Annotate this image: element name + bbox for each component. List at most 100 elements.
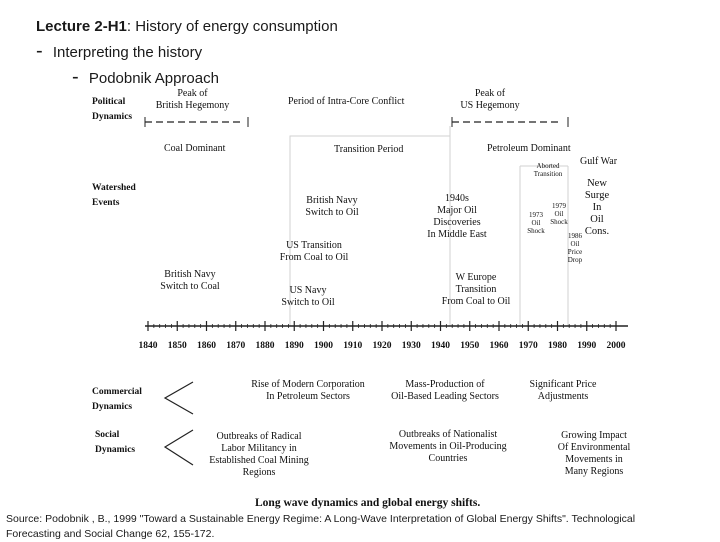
commercial-modern-corporation: Rise of Modern Corporation In Petroleum … — [240, 379, 376, 403]
bullet-dash: - — [72, 66, 79, 88]
event-line: US Transition — [286, 240, 342, 251]
social-line: Regions — [242, 467, 276, 478]
event-line: Switch to Oil — [281, 297, 335, 308]
event-line: Oil — [590, 214, 604, 225]
slide-title: Lecture 2-H1: History of energy consumpt… — [36, 18, 338, 35]
event-uk-navy-oil: British Navy Switch to Oil — [292, 195, 372, 219]
tick-label: 1960 — [489, 341, 509, 351]
peak-us-line1: Peak of — [474, 88, 506, 99]
petroleum-dominant: Petroleum Dominant — [487, 143, 571, 154]
category-political-line2: Dynamics — [92, 112, 133, 122]
commercial-price-adjustments: Significant Price Adjustments — [518, 379, 608, 403]
tick-label: 1900 — [314, 341, 333, 351]
tick-label: 1890 — [284, 341, 304, 351]
tick-label: 1940 — [431, 341, 450, 351]
timeline-ticks — [147, 321, 617, 331]
event-line: In — [592, 202, 602, 213]
commercial-line: Significant Price — [529, 379, 597, 390]
category-commercial-line1: Commercial — [92, 387, 142, 397]
peak-british-line1: Peak of — [177, 88, 208, 99]
tick-label: 1970 — [518, 341, 538, 351]
peak-us-line2: US Hegemony — [460, 100, 520, 111]
social-environmental-movements: Growing Impact Of Environmental Movement… — [546, 430, 642, 478]
peak-us-hegemony: Peak of US Hegemony — [445, 88, 535, 112]
bullet-interpreting-text: Interpreting the history — [52, 44, 203, 61]
social-line: Outbreaks of Nationalist — [398, 429, 498, 440]
event-us-navy: US Navy Switch to Oil — [268, 285, 348, 309]
category-social: Social Dynamics — [95, 428, 135, 458]
category-social-line1: Social — [95, 430, 120, 440]
category-watershed-line1: Watershed — [92, 183, 136, 193]
social-line: Many Regions — [564, 466, 624, 477]
tick-label: 1870 — [226, 341, 246, 351]
tick-label: 1950 — [460, 341, 480, 351]
social-line: Established Coal Mining — [209, 455, 309, 466]
event-line: Shock — [550, 218, 568, 226]
slide-title-lecture: Lecture 2-H1 — [36, 18, 127, 35]
gulf-war: Gulf War — [580, 156, 618, 167]
intra-core-conflict: Period of Intra-Core Conflict — [288, 96, 405, 107]
category-political-line1: Political — [92, 97, 126, 107]
commercial-line: Mass-Production of — [405, 379, 485, 390]
event-line: British Navy — [164, 269, 216, 280]
tick-label: 1880 — [255, 341, 275, 351]
event-line: Oil — [554, 210, 564, 218]
figure-caption: Long wave dynamics and global energy shi… — [255, 497, 481, 509]
event-line: Transition — [455, 284, 497, 295]
commercial-line: In Petroleum Sectors — [266, 391, 350, 402]
event-middle-east-discoveries: 1940s Major Oil Discoveries In Middle Ea… — [412, 193, 502, 241]
category-watershed: Watershed Events — [92, 181, 136, 211]
commercial-line: Rise of Modern Corporation — [251, 379, 365, 390]
social-line: Of Environmental — [557, 442, 631, 453]
tick-label: 1850 — [167, 341, 187, 351]
aborted-line1: Aborted — [536, 162, 560, 170]
tick-label: 1860 — [197, 341, 216, 351]
event-line: Price — [567, 248, 583, 256]
tick-label: 1930 — [401, 341, 421, 351]
event-line: Major Oil — [437, 205, 477, 216]
event-line: 1940s — [445, 193, 469, 204]
source-line1: Source: Podobnik , B., 1999 "Toward a Su… — [6, 513, 636, 525]
event-line: Switch to Oil — [305, 207, 359, 218]
event-us-transition: US Transition From Coal to Oil — [270, 240, 358, 264]
social-chevron — [163, 429, 194, 466]
bullet-podobnik-text: Podobnik Approach — [88, 70, 219, 87]
tick-label: 1990 — [577, 341, 597, 351]
bullet-podobnik: - Podobnik Approach — [72, 67, 219, 87]
tick-label: 1910 — [343, 341, 363, 351]
event-w-europe: W Europe Transition From Coal to Oil — [428, 272, 524, 308]
category-social-line2: Dynamics — [95, 445, 136, 455]
social-labor-militancy: Outbreaks of Radical Labor Militancy in … — [195, 431, 323, 479]
social-line: Movements in — [565, 454, 623, 465]
event-line: Shock — [527, 227, 545, 235]
tick-label: 1980 — [548, 341, 567, 351]
event-line: 1979 — [552, 202, 566, 210]
category-political: Political Dynamics — [92, 95, 132, 125]
social-nationalist-movements: Outbreaks of Nationalist Movements in Oi… — [378, 429, 518, 465]
commercial-line: Adjustments — [537, 391, 589, 402]
bullet-interpreting: - Interpreting the history — [36, 41, 203, 61]
social-line: Outbreaks of Radical — [216, 431, 302, 442]
commercial-mass-production: Mass-Production of Oil-Based Leading Sec… — [380, 379, 510, 403]
event-oil-shock-1973: 1973 Oil Shock — [523, 211, 549, 235]
source-citation: Source: Podobnik , B., 1999 "Toward a Su… — [6, 512, 635, 542]
aborted-transition: Aborted Transition — [526, 162, 570, 178]
tick-label: 2000 — [606, 341, 626, 351]
event-line: Oil — [531, 219, 541, 227]
social-line: Labor Militancy in — [221, 443, 297, 454]
source-line2: Forecasting and Social Change 62, 155-17… — [6, 528, 215, 540]
social-line: Movements in Oil-Producing — [389, 441, 507, 452]
event-line: From Coal to Oil — [279, 252, 349, 263]
event-line: Surge — [584, 190, 610, 201]
event-line: Cons. — [584, 226, 610, 237]
tick-label: 1920 — [372, 341, 392, 351]
coal-dominant: Coal Dominant — [164, 143, 226, 154]
event-line: W Europe — [455, 272, 497, 283]
event-line: US Navy — [289, 285, 327, 296]
category-commercial: Commercial Dynamics — [92, 385, 142, 415]
event-line: 1973 — [529, 211, 543, 219]
event-line: Discoveries — [433, 217, 481, 228]
commercial-line: Oil-Based Leading Sectors — [391, 391, 499, 402]
transition-period: Transition Period — [334, 144, 404, 155]
